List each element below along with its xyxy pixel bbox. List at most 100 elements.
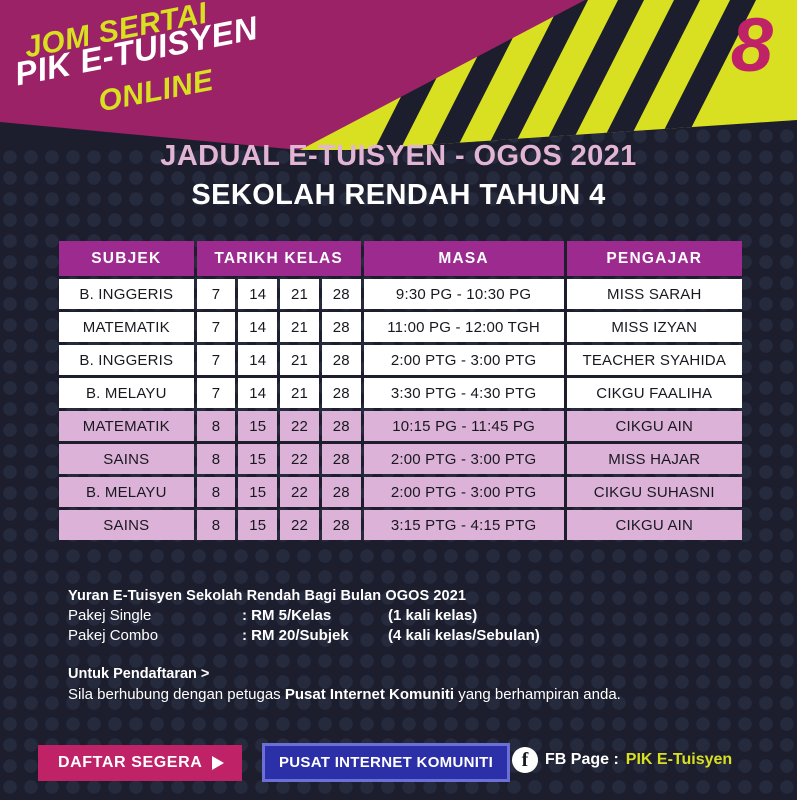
registration-bold: Pusat Internet Komuniti [284, 686, 455, 703]
cell-masa: 3:30 PTG - 4:30 PTG [363, 378, 564, 408]
registration-prefix: Sila berhubung dengan petugas [68, 686, 285, 703]
cell-d2: 14 [238, 312, 278, 342]
cell-d4: 28 [321, 279, 361, 309]
fee-single-label: Pakej Single [68, 607, 152, 624]
cell-d2: 14 [238, 279, 278, 309]
cell-pengajar: CIKGU AIN [566, 510, 742, 540]
daftar-segera-button[interactable]: DAFTAR SEGERA [38, 745, 243, 781]
daftar-segera-label: DAFTAR SEGERA [58, 754, 203, 771]
title-block: JADUAL E-TUISYEN - OGOS 2021 SEKOLAH REN… [0, 140, 797, 212]
cell-d2: 15 [238, 411, 278, 441]
cell-d1: 8 [196, 477, 236, 507]
facebook-icon: f [512, 747, 538, 773]
header-shapes-svg [0, 0, 797, 150]
fb-page-prefix: FB Page : [545, 751, 619, 768]
fee-single-value: : RM 5/Kelas [242, 607, 332, 624]
cell-subjek: MATEMATIK [59, 312, 194, 342]
cell-masa: 11:00 PG - 12:00 TGH [363, 312, 564, 342]
cell-d1: 7 [196, 312, 236, 342]
cell-pengajar: CIKGU AIN [566, 411, 742, 441]
registration-heading: Untuk Pendaftaran > [68, 666, 210, 682]
cell-d3: 21 [280, 279, 319, 309]
cell-masa: 2:00 PTG - 3:00 PTG [363, 477, 564, 507]
cell-d1: 7 [196, 378, 236, 408]
column-header-pengajar: PENGAJAR [566, 241, 742, 276]
table-row: MATEMATIK 8 15 22 28 10:15 PG - 11:45 PG CIKGU… [59, 411, 742, 441]
cell-d3: 21 [280, 312, 319, 342]
cell-pengajar: MISS HAJAR [566, 444, 742, 474]
table-body: B. INGGERIS 7 14 21 28 9:30 PG - 10:30 PG MISS… [59, 279, 742, 540]
cell-masa: 9:30 PG - 10:30 PG [363, 279, 564, 309]
cell-subjek: B. INGGERIS [59, 345, 194, 375]
cell-d4: 28 [321, 477, 361, 507]
cell-d2: 15 [238, 477, 278, 507]
stripe-group [374, 0, 756, 150]
registration-line: Sila berhubung dengan petugas Pusat Inte… [68, 686, 768, 703]
pusat-internet-komuniti-button[interactable]: PUSAT INTERNET KOMUNITI [262, 743, 511, 782]
facebook-block[interactable]: f FB Page : PIK E-Tuisyen [512, 747, 732, 773]
cell-d1: 8 [196, 411, 236, 441]
schedule-table: SUBJEK TARIKH KELAS MASA PENGAJAR B. ING… [56, 238, 745, 543]
footer-bar: DAFTAR SEGERA PUSAT INTERNET KOMUNITI f … [0, 743, 797, 785]
column-header-masa: MASA [363, 241, 564, 276]
table-row: B. MELAYU 7 14 21 28 3:30 PTG - 4:30 PTG CIKGU… [59, 378, 742, 408]
cell-d4: 28 [321, 345, 361, 375]
cell-d1: 7 [196, 345, 236, 375]
cell-d4: 28 [321, 411, 361, 441]
page-title: JADUAL E-TUISYEN - OGOS 2021 [160, 140, 637, 172]
cell-subjek: B. INGGERIS [59, 279, 194, 309]
cell-d2: 14 [238, 378, 278, 408]
table-row: SAINS 8 15 22 28 3:15 PTG - 4:15 PTG CIKGU AIN [59, 510, 742, 540]
fb-page-name: PIK E-Tuisyen [625, 751, 733, 768]
cell-pengajar: MISS SARAH [566, 279, 742, 309]
magenta-banner [0, 0, 585, 150]
fee-single-note: (1 kali kelas) [388, 607, 478, 624]
cell-d3: 21 [280, 345, 319, 375]
table-row: SAINS 8 15 22 28 2:00 PTG - 3:00 PTG MISS HAJA… [59, 444, 742, 474]
page-subtitle: SEKOLAH RENDAH TAHUN 4 [191, 179, 606, 211]
cell-d4: 28 [321, 378, 361, 408]
cell-d3: 21 [280, 378, 319, 408]
cell-d4: 28 [321, 510, 361, 540]
dark-corner [0, 122, 300, 150]
table-row: B. INGGERIS 7 14 21 28 9:30 PG - 10:30 PG MISS… [59, 279, 742, 309]
fee-title: Yuran E-Tuisyen Sekolah Rendah Bagi Bula… [68, 588, 467, 604]
table-row: MATEMATIK 7 14 21 28 11:00 PG - 12:00 TGH MISS… [59, 312, 742, 342]
cell-subjek: SAINS [59, 510, 194, 540]
cell-masa: 2:00 PTG - 3:00 PTG [363, 345, 564, 375]
cell-d1: 7 [196, 279, 236, 309]
table-header-row: SUBJEK TARIKH KELAS MASA PENGAJAR [59, 241, 742, 276]
badge-number-8: 8 [730, 3, 773, 88]
cell-d2: 15 [238, 510, 278, 540]
cell-subjek: MATEMATIK [59, 411, 194, 441]
info-section: Yuran E-Tuisyen Sekolah Rendah Bagi Bula… [68, 588, 768, 703]
cell-subjek: B. MELAYU [59, 378, 194, 408]
cell-pengajar: TEACHER SYAHIDA [566, 345, 742, 375]
cell-masa: 3:15 PTG - 4:15 PTG [363, 510, 564, 540]
cell-d3: 22 [280, 477, 319, 507]
fee-combo-value: : RM 20/Subjek [242, 627, 349, 644]
fee-row-combo: Pakej Combo : RM 20/Subjek (4 kali kelas… [68, 627, 768, 644]
fee-row-single: Pakej Single : RM 5/Kelas (1 kali kelas) [68, 607, 768, 624]
cell-d3: 22 [280, 411, 319, 441]
cell-pengajar: CIKGU SUHASNI [566, 477, 742, 507]
column-header-tarikh-kelas: TARIKH KELAS [196, 241, 361, 276]
cell-d2: 15 [238, 444, 278, 474]
cell-d2: 14 [238, 345, 278, 375]
cell-d3: 22 [280, 444, 319, 474]
cell-masa: 10:15 PG - 11:45 PG [363, 411, 564, 441]
cell-d4: 28 [321, 444, 361, 474]
cell-subjek: B. MELAYU [59, 477, 194, 507]
cell-d3: 22 [280, 510, 319, 540]
cell-subjek: SAINS [59, 444, 194, 474]
cell-masa: 2:00 PTG - 3:00 PTG [363, 444, 564, 474]
cell-d4: 28 [321, 312, 361, 342]
cell-d1: 8 [196, 510, 236, 540]
play-arrow-icon [212, 756, 225, 770]
registration-suffix: yang berhampiran anda. [454, 686, 621, 703]
table-row: B. INGGERIS 7 14 21 28 2:00 PTG - 3:00 PTG TEA… [59, 345, 742, 375]
column-header-subjek: SUBJEK [59, 241, 194, 276]
table-row: B. MELAYU 8 15 22 28 2:00 PTG - 3:00 PTG CIKGU… [59, 477, 742, 507]
cell-pengajar: MISS IZYAN [566, 312, 742, 342]
